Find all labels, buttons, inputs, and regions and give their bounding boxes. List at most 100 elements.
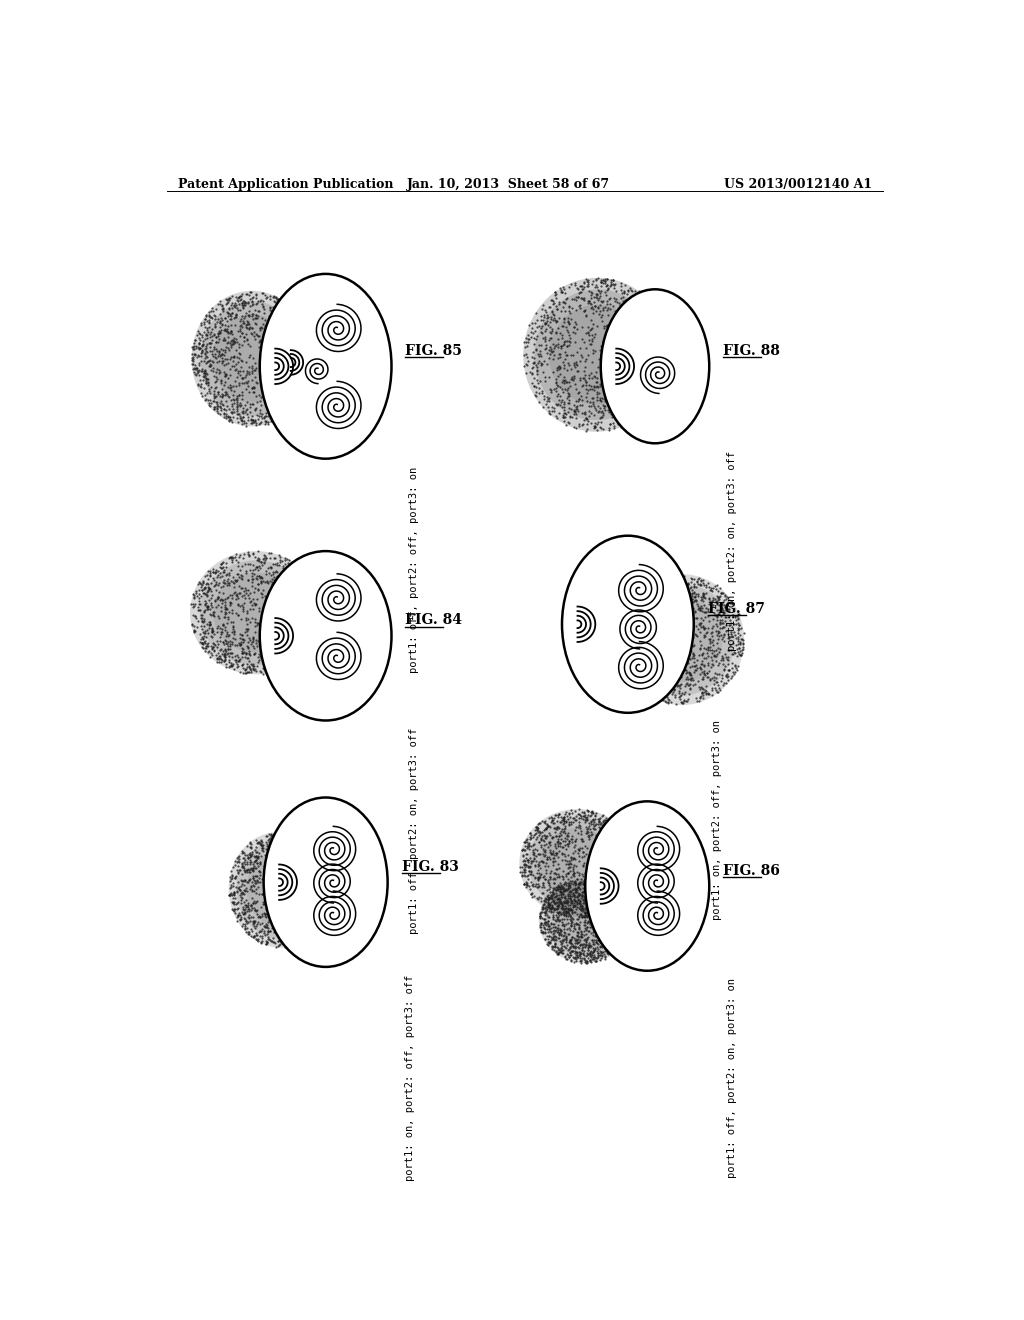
Point	[709, 594, 725, 615]
Point	[223, 294, 240, 315]
Point	[261, 366, 278, 387]
Point	[216, 639, 232, 660]
Point	[694, 684, 711, 705]
Point	[291, 599, 307, 620]
Point	[618, 383, 635, 404]
Point	[280, 826, 296, 847]
Point	[684, 582, 700, 603]
Point	[236, 372, 252, 393]
Point	[217, 330, 233, 351]
Point	[242, 850, 258, 871]
Point	[215, 645, 231, 667]
Point	[239, 601, 255, 622]
Point	[621, 642, 637, 663]
Point	[243, 612, 259, 634]
Point	[572, 873, 589, 894]
Point	[224, 616, 241, 638]
Point	[249, 890, 265, 911]
Point	[553, 876, 569, 898]
Point	[197, 389, 213, 411]
Point	[292, 362, 308, 383]
Point	[586, 812, 602, 833]
Point	[238, 911, 254, 932]
Point	[617, 899, 634, 920]
Point	[564, 863, 581, 884]
Point	[532, 318, 549, 339]
Point	[289, 886, 305, 907]
Point	[600, 858, 616, 879]
Point	[616, 639, 633, 660]
Point	[280, 846, 296, 867]
Point	[310, 867, 327, 888]
Point	[537, 351, 553, 372]
Point	[229, 880, 246, 902]
Point	[281, 362, 297, 383]
Point	[217, 589, 233, 610]
Point	[212, 566, 228, 587]
Point	[300, 333, 316, 354]
Point	[234, 657, 251, 678]
Point	[554, 878, 570, 899]
Point	[280, 929, 296, 950]
Point	[580, 411, 596, 432]
Point	[240, 847, 256, 869]
Point	[563, 899, 580, 920]
Point	[596, 879, 612, 900]
Point	[231, 360, 248, 381]
Point	[588, 896, 604, 917]
Point	[621, 833, 637, 854]
Point	[571, 883, 588, 904]
Point	[297, 873, 313, 894]
Point	[662, 659, 678, 680]
Point	[226, 882, 243, 903]
Point	[312, 883, 329, 904]
Point	[232, 631, 249, 652]
Point	[586, 891, 602, 912]
Point	[237, 663, 253, 684]
Point	[657, 582, 674, 603]
Point	[242, 582, 258, 603]
Point	[584, 909, 600, 931]
Point	[229, 363, 246, 384]
Point	[616, 630, 633, 651]
Point	[232, 315, 249, 337]
Point	[684, 579, 700, 601]
Point	[197, 359, 213, 380]
Point	[268, 354, 285, 375]
Point	[610, 845, 627, 866]
Point	[581, 826, 597, 847]
Point	[224, 867, 241, 888]
Point	[255, 290, 271, 312]
Point	[275, 925, 292, 946]
Point	[605, 393, 622, 414]
Point	[278, 913, 294, 935]
Point	[626, 368, 642, 389]
Point	[597, 898, 613, 919]
Point	[188, 358, 205, 379]
Point	[261, 548, 278, 569]
Point	[260, 647, 276, 668]
Point	[219, 639, 236, 660]
Point	[542, 919, 558, 940]
Point	[694, 598, 711, 619]
Point	[284, 556, 300, 577]
Point	[306, 911, 323, 932]
Point	[212, 290, 228, 312]
Point	[310, 591, 327, 612]
Point	[670, 643, 686, 664]
Point	[245, 412, 261, 433]
Ellipse shape	[621, 574, 744, 705]
Point	[554, 327, 570, 348]
Point	[564, 870, 581, 891]
Point	[278, 912, 294, 933]
Point	[308, 845, 325, 866]
Point	[262, 297, 279, 318]
Point	[591, 816, 607, 837]
Point	[184, 358, 201, 379]
Point	[549, 358, 565, 379]
Point	[565, 888, 582, 909]
Point	[636, 656, 652, 677]
Point	[298, 360, 314, 381]
Point	[246, 326, 262, 347]
Point	[295, 859, 311, 880]
